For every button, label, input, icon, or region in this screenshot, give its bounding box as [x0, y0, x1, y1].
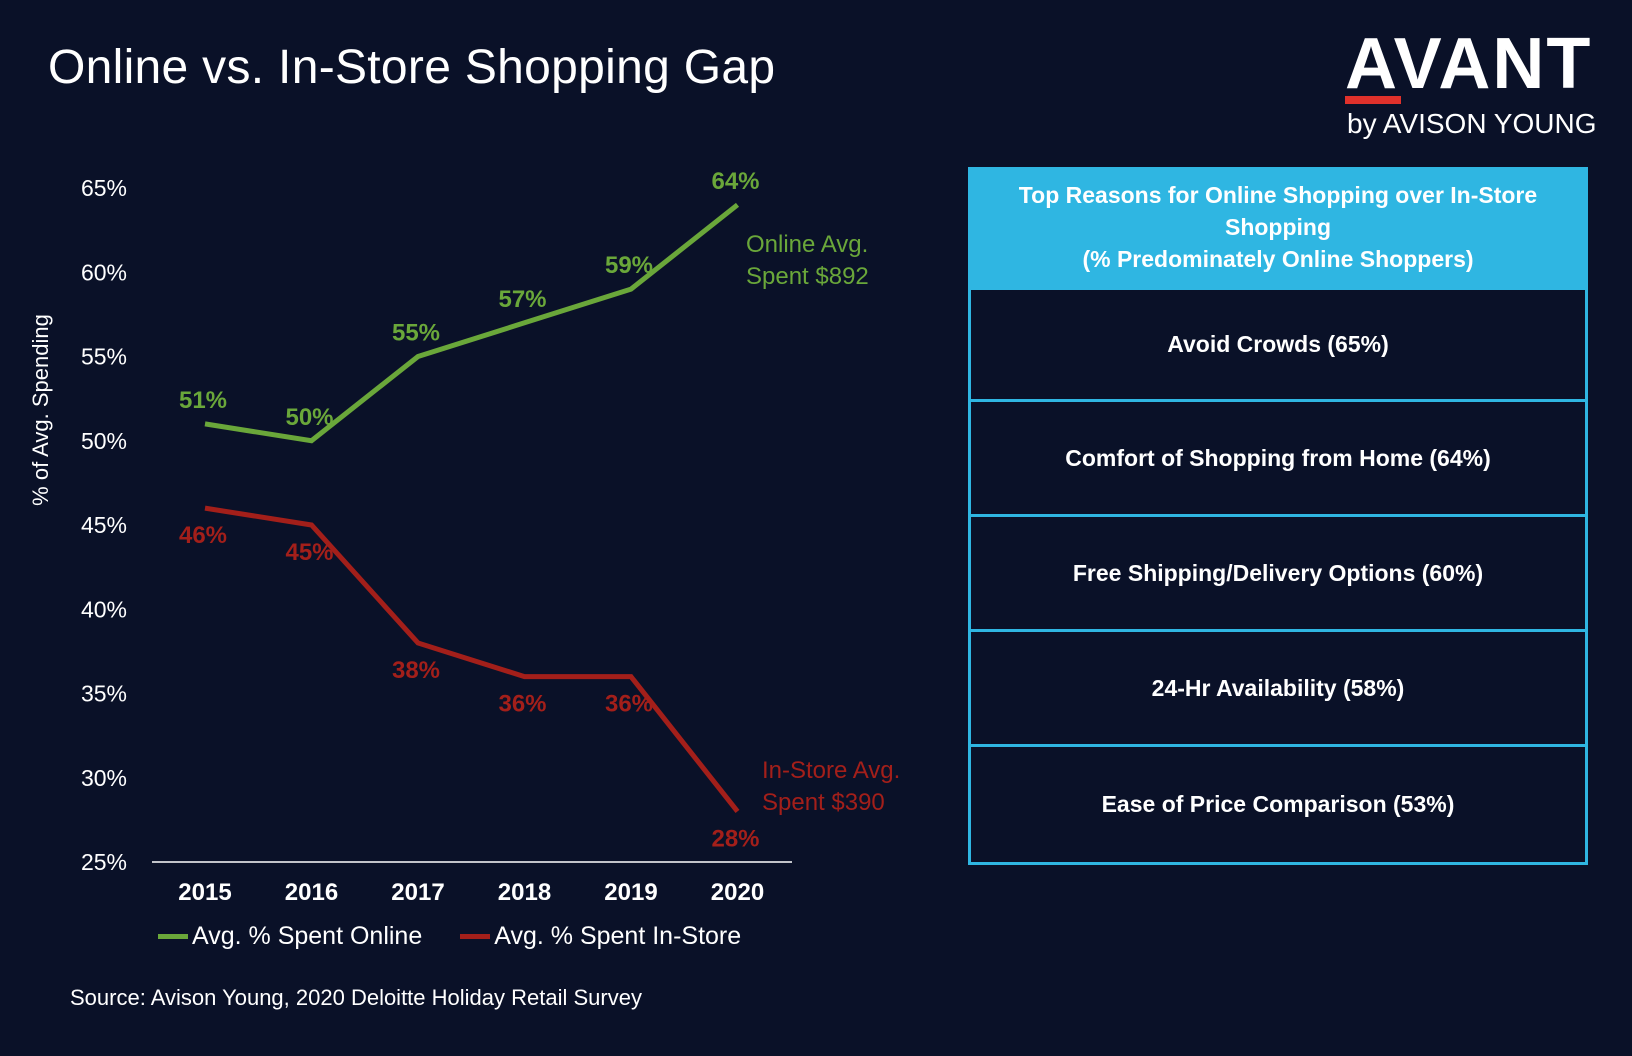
data-label-online: 57%	[498, 286, 546, 313]
avant-logo: AVANT by AVISON YOUNG	[1345, 24, 1597, 148]
data-label-instore: 45%	[285, 539, 333, 566]
x-tick-label: 2019	[604, 879, 657, 906]
data-label-instore: 46%	[179, 522, 227, 549]
reason-row: 24-Hr Availability (58%)	[968, 632, 1588, 747]
legend-item-instore: Avg. % Spent In-Store	[460, 922, 741, 951]
legend-swatch-instore	[460, 934, 491, 939]
logo-wordmark: AVANT	[1345, 24, 1593, 104]
y-tick-label: 65%	[81, 175, 127, 201]
y-tick-label: 40%	[81, 596, 127, 622]
data-label-instore: 36%	[605, 691, 653, 718]
header-line-2: Shopping	[1224, 214, 1332, 240]
y-tick-label: 35%	[81, 681, 127, 707]
y-tick-label: 30%	[81, 765, 127, 791]
x-tick-label: 2020	[711, 879, 764, 906]
annotation-instore: In-Store Avg.	[762, 757, 900, 784]
source-note: Source: Avison Young, 2020 Deloitte Holi…	[70, 985, 642, 1010]
data-label-instore: 38%	[392, 657, 440, 684]
data-label-online: 51%	[179, 387, 227, 414]
y-tick-label: 55%	[81, 344, 127, 370]
page-title: Online vs. In-Store Shopping Gap	[48, 41, 776, 94]
reason-row: Comfort of Shopping from Home (64%)	[968, 402, 1588, 517]
data-label-online: 64%	[711, 168, 759, 195]
x-tick-label: 2015	[178, 879, 231, 906]
reasons-table: Top Reasons for Online Shopping over In-…	[968, 167, 1588, 865]
legend-label-online: Avg. % Spent Online	[192, 922, 423, 950]
x-tick-label: 2016	[285, 879, 338, 906]
data-label-instore: 36%	[498, 691, 546, 718]
x-tick-label: 2018	[498, 879, 551, 906]
annotation-instore: Spent $390	[762, 789, 885, 816]
y-tick-label: 25%	[81, 849, 127, 875]
x-tick-label: 2017	[391, 879, 444, 906]
y-axis-title: % of Avg. Spending	[28, 314, 53, 506]
reason-row: Avoid Crowds (65%)	[968, 287, 1588, 402]
data-label-instore: 28%	[711, 825, 759, 852]
logo-subtitle: by AVISON YOUNG	[1347, 108, 1597, 139]
series-line-online	[204, 202, 740, 444]
y-tick-label: 60%	[81, 259, 127, 285]
series-line-instore	[204, 505, 740, 813]
annotation-online: Spent $892	[746, 263, 869, 290]
header-line-3: (% Predominately Online Shoppers)	[1082, 246, 1474, 272]
line-chart: % of Avg. Spending 65% 60% 55% 50% 45% 40% 35% 3…	[28, 168, 900, 906]
reason-row: Free Shipping/Delivery Options (60%)	[968, 517, 1588, 632]
legend-label-instore: Avg. % Spent In-Store	[494, 922, 742, 950]
annotation-online: Online Avg.	[746, 231, 868, 258]
reasons-table-header: Top Reasons for Online Shopping over In-…	[968, 167, 1588, 287]
data-label-online: 50%	[285, 404, 333, 431]
legend-item-online: Avg. % Spent Online	[158, 922, 422, 951]
chart-legend: Avg. % Spent Online Avg. % Spent In-Stor…	[158, 922, 741, 951]
logo-red-bar	[1345, 96, 1401, 104]
reason-row: Ease of Price Comparison (53%)	[968, 747, 1588, 865]
header-line-1: Top Reasons for Online Shopping over In-…	[1018, 182, 1538, 208]
y-tick-label: 45%	[81, 512, 127, 538]
y-tick-label: 50%	[81, 428, 127, 454]
data-label-online: 55%	[392, 320, 440, 347]
legend-swatch-online	[158, 934, 188, 939]
data-label-online: 59%	[605, 252, 653, 279]
